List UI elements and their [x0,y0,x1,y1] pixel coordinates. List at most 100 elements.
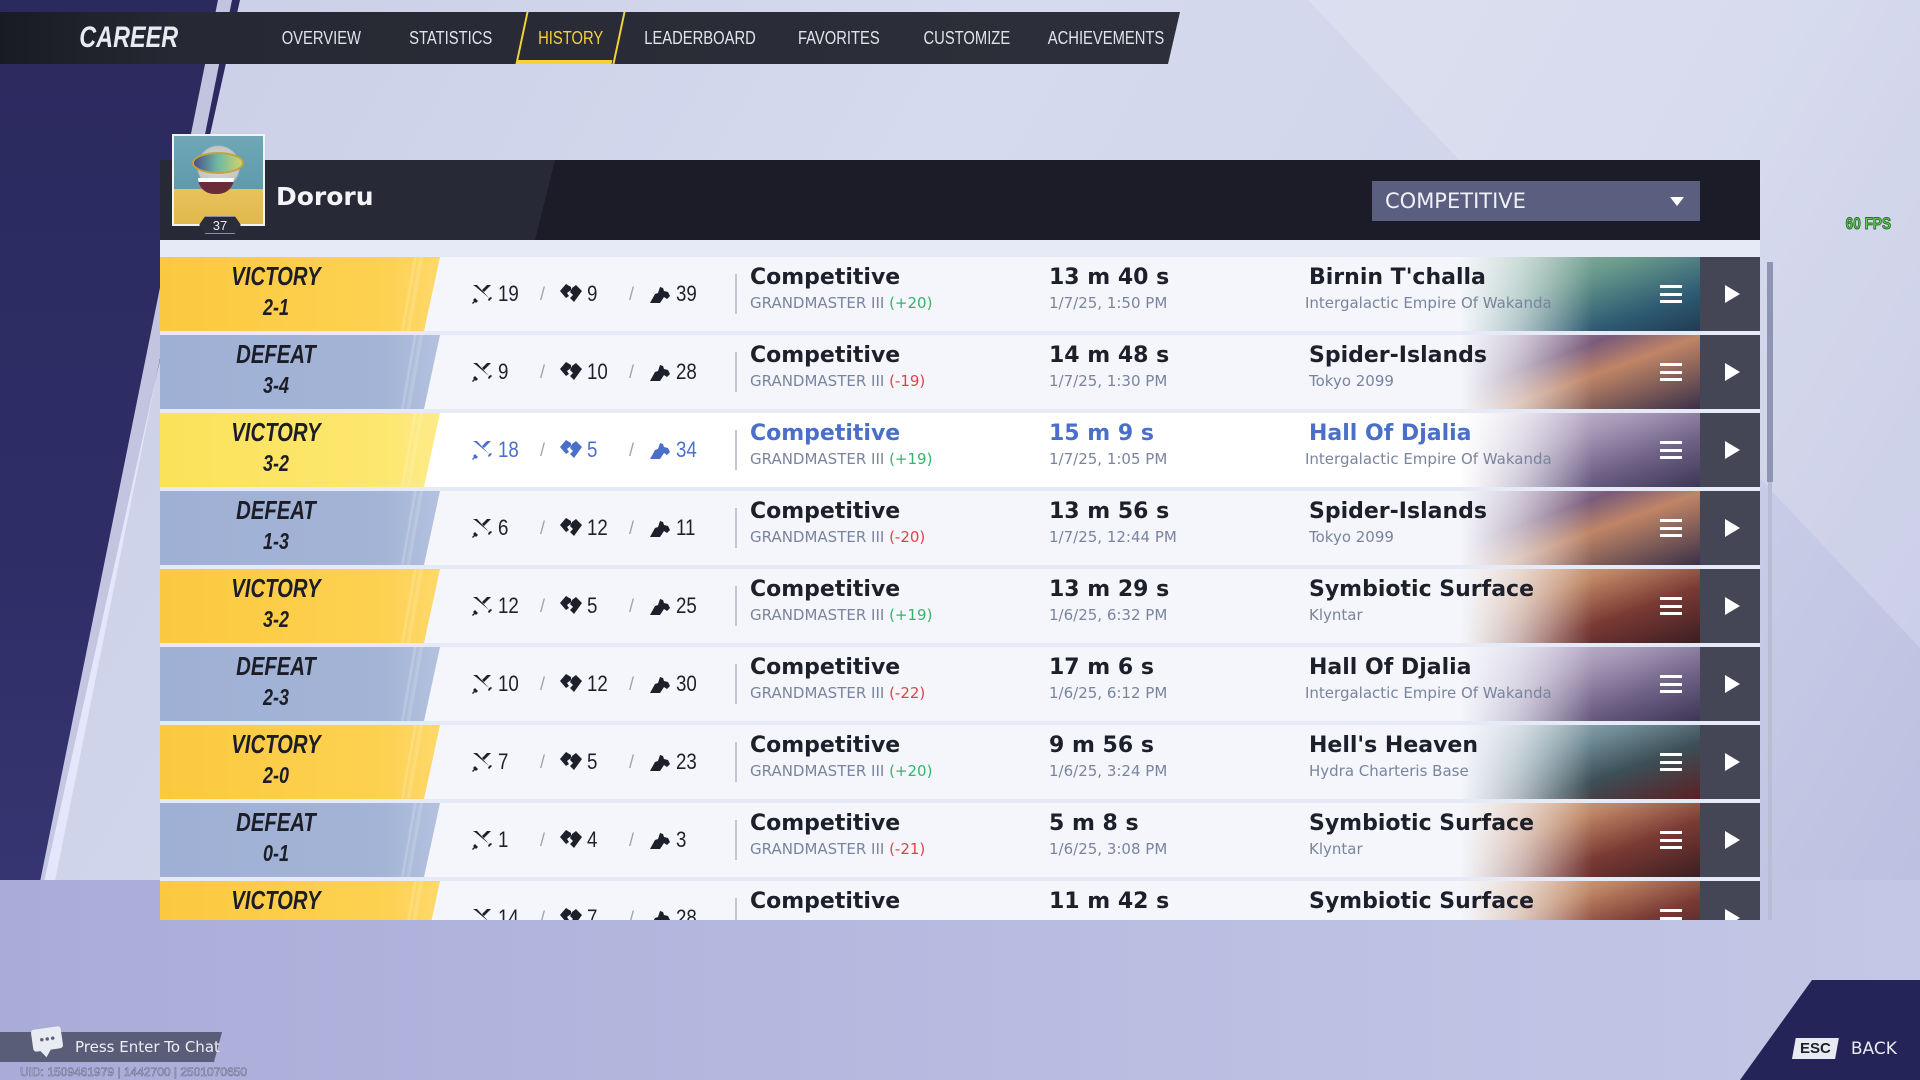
match-row[interactable]: VICTORY 2-1 19 / 9 / 39 Competitive GRAND… [160,257,1760,331]
kills-swords-icon [472,753,492,772]
details-menu-icon[interactable] [1660,597,1682,615]
rank-delta: (-21) [889,840,926,858]
result-banner: DEFEAT 3-4 [160,335,440,409]
match-row[interactable]: DEFEAT 1-3 6 / 12 / 11 Competitive GRANDM… [160,491,1760,565]
details-menu-icon[interactable] [1660,831,1682,849]
assists-value: 30 [676,671,697,696]
map-region: Intergalactic Empire Of Wakanda [1305,684,1552,702]
replay-button[interactable] [1700,491,1760,565]
kda: 12 / 5 / 25 [470,569,714,643]
tab-overview[interactable]: OVERVIEW [257,12,386,64]
replay-button[interactable] [1700,881,1760,920]
game-mode: Competitive [750,421,901,446]
rank: GRANDMASTER III [750,840,885,858]
separator: / [629,751,635,772]
match-duration: 5 m 8 s [1049,811,1139,836]
match-row-partial[interactable]: VICTORY 14 / 7 / 28 Competitive 11 m 42 … [160,881,1760,920]
match-date: 1/7/25, 1:05 PM [1049,450,1168,468]
divider [735,508,737,548]
map-thumbnail [1460,881,1700,920]
game-mode: Competitive [750,577,901,602]
tab-label: STATISTICS [408,27,492,48]
assists-handshake-icon [650,521,671,537]
separator: / [629,439,635,460]
map-thumbnail [1460,413,1700,487]
replay-button[interactable] [1700,647,1760,721]
result-label: VICTORY [231,885,321,915]
assists-handshake-icon [650,755,671,771]
match-date: 1/7/25, 12:44 PM [1049,528,1177,546]
map-region: Tokyo 2099 [1309,372,1394,390]
details-menu-icon[interactable] [1660,753,1682,771]
separator: / [629,595,635,616]
deaths-broken-heart-icon [560,518,583,536]
kda: 9 / 10 / 28 [470,335,714,409]
replay-button[interactable] [1700,413,1760,487]
mode-filter-dropdown[interactable]: COMPETITIVE [1372,181,1700,221]
map-region: Klyntar [1309,840,1363,858]
replay-button[interactable] [1700,335,1760,409]
avatar[interactable] [172,134,265,226]
rank-delta: (-20) [889,528,926,546]
deaths-broken-heart-icon [560,830,583,848]
match-row[interactable]: DEFEAT 3-4 9 / 10 / 28 Competitive GRANDM… [160,335,1760,409]
match-row[interactable]: DEFEAT 0-1 1 / 4 / 3 Competitive GRANDMAS… [160,803,1760,877]
tab-customize[interactable]: CUSTOMIZE [903,12,1032,64]
list-scrollbar[interactable] [1767,262,1773,920]
details-menu-icon[interactable] [1660,519,1682,537]
replay-button[interactable] [1700,803,1760,877]
tab-achievements[interactable]: ACHIEVEMENTS [1031,12,1179,64]
tab-leaderboard[interactable]: LEADERBOARD [626,12,774,64]
replay-button[interactable] [1700,569,1760,643]
match-row[interactable]: VICTORY 3-2 12 / 5 / 25 Competitive GRAND… [160,569,1760,643]
rank: GRANDMASTER III [750,372,885,390]
scrollbar-thumb[interactable] [1767,262,1773,482]
result-score: 2-3 [263,684,289,710]
separator: / [629,907,635,921]
result-score: 3-2 [263,606,289,632]
map-name: Spider-Islands [1309,343,1487,368]
separator: / [540,907,546,921]
avatar-art [198,178,234,194]
game-mode: Competitive [750,265,901,290]
play-icon [1724,519,1740,537]
deaths-value: 5 [587,749,598,774]
result-banner: VICTORY 3-2 [160,569,440,643]
kills-value: 6 [498,515,509,540]
result-banner: VICTORY 2-0 [160,725,440,799]
details-menu-icon[interactable] [1660,675,1682,693]
details-menu-icon[interactable] [1660,363,1682,381]
play-icon [1724,909,1740,920]
match-row-selected[interactable]: VICTORY 3-2 18 / 5 / 34 Competitive GRAND… [160,413,1760,487]
details-menu-icon[interactable] [1660,285,1682,303]
kills-swords-icon [472,363,492,382]
match-date: 1/6/25, 6:12 PM [1049,684,1168,702]
replay-button[interactable] [1700,725,1760,799]
result-label: VICTORY [231,417,321,447]
map-name: Symbiotic Surface [1309,811,1535,836]
replay-button[interactable] [1700,257,1760,331]
separator: / [540,361,546,382]
tab-history[interactable]: HISTORY [515,12,626,64]
tab-favorites[interactable]: FAVORITES [774,12,903,64]
chat-prompt: Press Enter To Chat [75,1038,220,1056]
play-icon [1724,363,1740,381]
kills-swords-icon [472,831,492,850]
kda: 14 / 7 / 28 [470,881,714,920]
assists-handshake-icon [650,365,671,381]
kills-swords-icon [472,519,492,538]
match-history-list[interactable]: VICTORY 2-1 19 / 9 / 39 Competitive GRAND… [160,240,1760,920]
career-nav: CAREER OVERVIEW STATISTICS HISTORY LEADE… [0,12,1180,64]
result-score: 0-1 [263,840,289,866]
match-row[interactable]: DEFEAT 2-3 10 / 12 / 30 Competitive GRAND… [160,647,1760,721]
separator: / [540,673,546,694]
match-duration: 17 m 6 s [1049,655,1154,680]
details-menu-icon[interactable] [1660,441,1682,459]
details-menu-icon[interactable] [1660,909,1682,920]
assists-handshake-icon [650,599,671,615]
result-score: 2-0 [263,762,289,788]
match-row[interactable]: VICTORY 2-0 7 / 5 / 23 Competitive GRANDM… [160,725,1760,799]
back-button[interactable]: ESC BACK [1792,1038,1897,1059]
result-banner: VICTORY 3-2 [160,413,440,487]
tab-statistics[interactable]: STATISTICS [386,12,515,64]
